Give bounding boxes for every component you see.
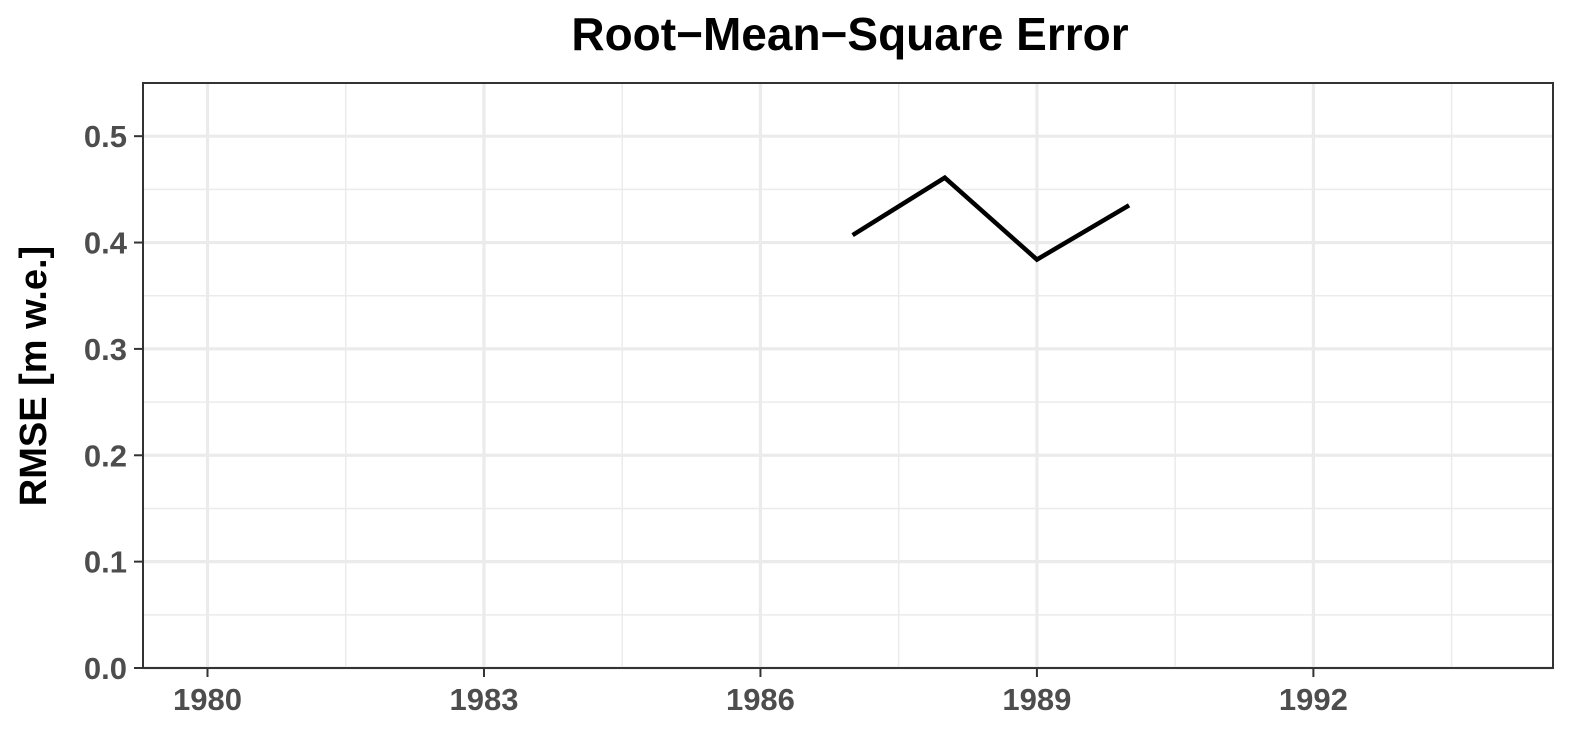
x-tick-label: 1989 xyxy=(1002,682,1071,717)
y-tick-label: 0.5 xyxy=(84,119,127,154)
y-tick-label: 0.2 xyxy=(84,438,127,473)
grid-lines xyxy=(143,83,1553,670)
y-tick-label: 0.3 xyxy=(84,332,127,367)
panel-border xyxy=(142,82,1554,669)
y-tick-label: 0.4 xyxy=(84,226,128,261)
y-tick-label: 0.0 xyxy=(84,651,127,686)
x-tick-label: 1986 xyxy=(726,682,795,717)
series-line xyxy=(851,174,1131,263)
x-tick-label: 1983 xyxy=(449,682,518,717)
x-axis-ticks: 1980 1983 1986 1989 1992 xyxy=(173,668,1348,717)
y-axis-ticks: 0.0 0.1 0.2 0.3 0.4 0.5 xyxy=(84,119,143,686)
chart-title: Root−Mean−Square Error xyxy=(571,8,1128,60)
x-tick-label: 1980 xyxy=(173,682,242,717)
y-tick-label: 0.1 xyxy=(84,545,127,580)
series-lines xyxy=(851,174,1131,263)
x-tick-label: 1992 xyxy=(1279,682,1348,717)
y-axis-label: RMSE [m w.e.] xyxy=(13,246,55,506)
